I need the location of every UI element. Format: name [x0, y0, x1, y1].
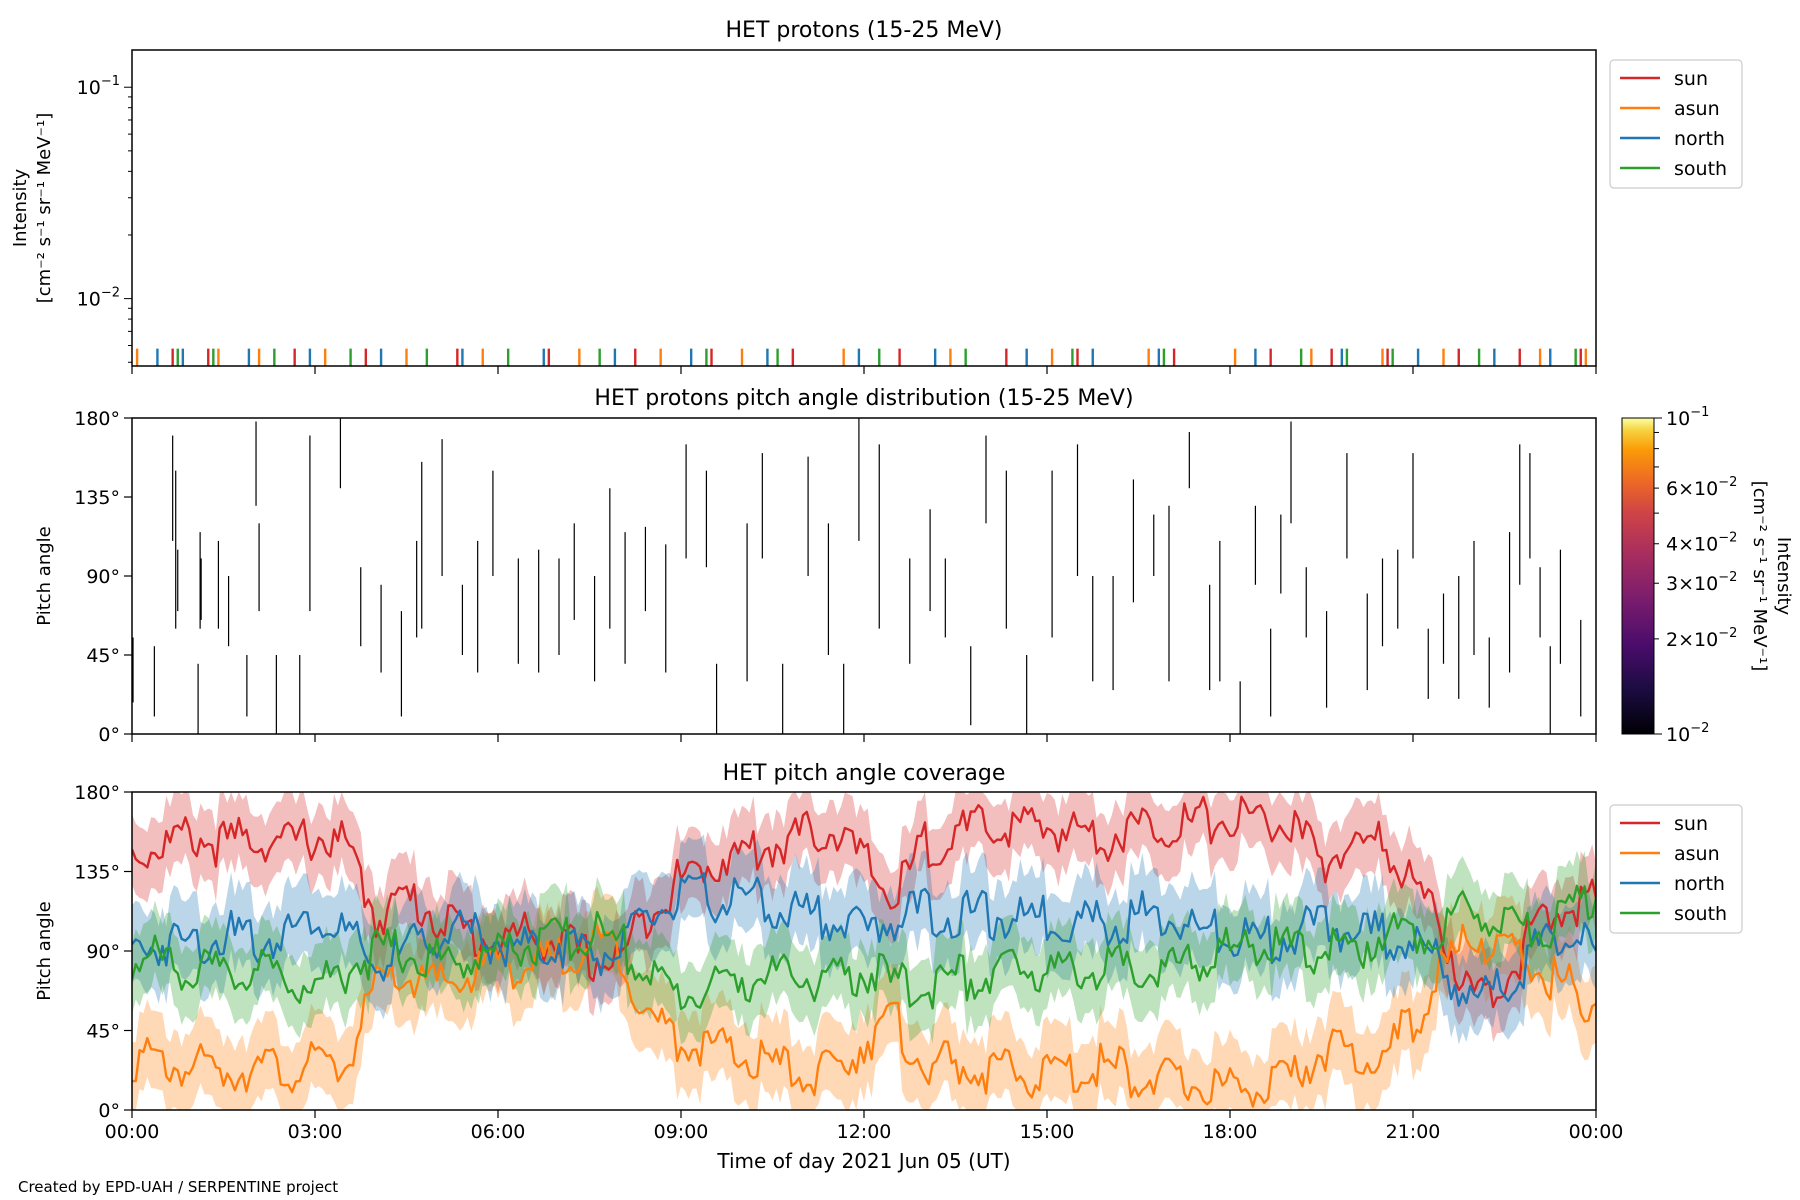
- pad-ytick-label-3: 135°: [74, 487, 120, 509]
- coverage-xtick-label-6: 18:00: [1203, 1121, 1258, 1143]
- legend-intensity-frame: [1609, 59, 1743, 189]
- coverage-line-south: [132, 884, 1596, 1011]
- legend-coverage: sun asun north south: [1609, 804, 1743, 934]
- coverage-ytick-label-4: 180°: [74, 782, 120, 804]
- coverage-band-north: [132, 834, 1596, 1045]
- intensity-ytick-label-1: 10−2: [77, 286, 120, 311]
- intensity-ylabel: Intensity [cm⁻² s⁻¹ sr⁻¹ MeV⁻¹]: [10, 113, 55, 304]
- legend-intensity: sun asun north south: [1609, 59, 1743, 189]
- coverage-xtick-label-8: 00:00: [1569, 1121, 1624, 1143]
- panel-coverage-title: HET pitch angle coverage: [723, 761, 1006, 786]
- pad-segments: [132, 418, 1582, 734]
- coverage-xtick-label-0: 00:00: [105, 1121, 160, 1143]
- intensity-ytick-label-0: 10−1: [77, 74, 120, 99]
- legend-coverage-label-asun: asun: [1674, 843, 1720, 865]
- colorbar-label: Intensity [cm⁻² s⁻¹ sr⁻¹ MeV⁻¹]: [1749, 481, 1794, 672]
- pad-ytick-label-2: 90°: [86, 566, 120, 588]
- pad-ytick-label-1: 45°: [86, 645, 120, 667]
- panel-pad-title: HET protons pitch angle distribution (15…: [594, 386, 1133, 411]
- coverage-line-sun: [132, 795, 1596, 1009]
- coverage-ytick-label-1: 45°: [86, 1021, 120, 1043]
- coverage-xtick-label-3: 09:00: [654, 1121, 709, 1143]
- intensity-y-ticks: 10−1 10−2: [77, 74, 132, 363]
- coverage-ytick-label-2: 90°: [86, 941, 120, 963]
- pad-ylabel: Pitch angle: [34, 526, 55, 625]
- colorbar-label-line1: Intensity: [1773, 537, 1794, 616]
- legend-intensity-label-asun: asun: [1674, 98, 1720, 120]
- legend-coverage-frame: [1609, 804, 1743, 934]
- legend-intensity-label-sun: sun: [1674, 68, 1708, 90]
- colorbar-tick-label-0: 10−1: [1666, 405, 1709, 430]
- coverage-xtick-label-1: 03:00: [288, 1121, 343, 1143]
- coverage-xtick-label-5: 15:00: [1020, 1121, 1075, 1143]
- intensity-ylabel-line1: Intensity: [10, 168, 31, 247]
- coverage-lines: [132, 795, 1596, 1108]
- pad-y-ticks: 0° 45° 90° 135° 180°: [74, 408, 132, 746]
- pad-ytick-label-4: 180°: [74, 408, 120, 430]
- footer-credit: Created by EPD-UAH / SERPENTINE project: [18, 1178, 338, 1196]
- coverage-y-ticks: 0° 45° 90° 135° 180°: [74, 782, 132, 1122]
- coverage-band-south: [132, 850, 1596, 1045]
- colorbar-tick-label-1: 6×10−2: [1666, 475, 1737, 500]
- pad-x-ticks: [131, 734, 1597, 742]
- panel-intensity: HET protons (15-25 MeV) 10−1 10−2 Intensi…: [10, 18, 1743, 374]
- colorbar-tick-label-3: 3×10−2: [1666, 570, 1737, 595]
- coverage-ylabel: Pitch angle: [34, 901, 55, 1000]
- legend-coverage-label-south: south: [1674, 903, 1727, 925]
- coverage-xlabel: Time of day 2021 Jun 05 (UT): [716, 1149, 1010, 1173]
- intensity-axes-frame: [131, 49, 1597, 367]
- colorbar-ticks: 10−1 6×10−2 4×10−2 3×10−2 2×10−2 10−2: [1654, 405, 1737, 746]
- coverage-x-ticks: 00:00 03:00 06:00 09:00 12:00 15:00 18:00 21:00…: [105, 1110, 1624, 1143]
- legend-intensity-label-north: north: [1674, 128, 1725, 150]
- colorbar-tick-label-5: 10−2: [1666, 721, 1709, 746]
- intensity-bars: [135, 348, 1588, 366]
- legend-coverage-label-north: north: [1674, 873, 1725, 895]
- pad-axes-frame: [131, 417, 1597, 735]
- coverage-axes-frame: [131, 791, 1597, 1111]
- coverage-band-sun: [132, 792, 1596, 1043]
- panel-coverage: HET pitch angle coverage 0° 45° 90° 135° 180…: [34, 761, 1743, 1173]
- colorbar-label-line2: [cm⁻² s⁻¹ sr⁻¹ MeV⁻¹]: [1749, 481, 1770, 672]
- intensity-ylabel-line2: [cm⁻² s⁻¹ sr⁻¹ MeV⁻¹]: [34, 113, 55, 304]
- legend-intensity-label-south: south: [1674, 158, 1727, 180]
- panel-pad: HET protons pitch angle distribution (15…: [34, 386, 1794, 746]
- colorbar: [1621, 417, 1655, 735]
- colorbar-tick-label-2: 4×10−2: [1666, 531, 1737, 556]
- coverage-xtick-label-2: 06:00: [471, 1121, 526, 1143]
- coverage-ytick-label-3: 135°: [74, 862, 120, 884]
- intensity-x-ticks: [131, 366, 1597, 374]
- colorbar-tick-label-4: 2×10−2: [1666, 626, 1737, 651]
- coverage-xtick-label-7: 21:00: [1386, 1121, 1441, 1143]
- coverage-ytick-label-0: 0°: [98, 1100, 120, 1122]
- pad-ytick-label-0: 0°: [98, 724, 120, 746]
- coverage-line-asun: [132, 923, 1596, 1108]
- panel-intensity-title: HET protons (15-25 MeV): [726, 18, 1003, 43]
- legend-coverage-label-sun: sun: [1674, 813, 1708, 835]
- coverage-xtick-label-4: 12:00: [837, 1121, 892, 1143]
